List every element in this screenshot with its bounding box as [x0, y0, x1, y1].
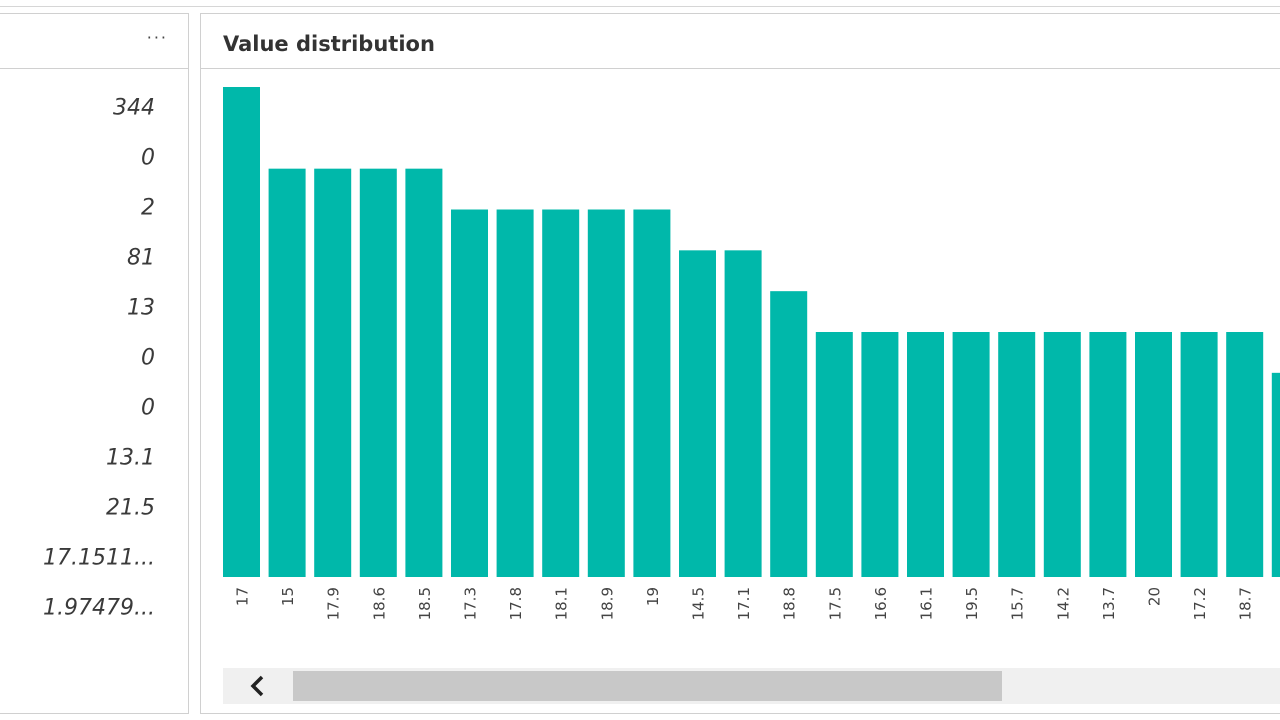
value-distribution-chart: 17 15 17.9 18.6 18.5 17.3 17.8 18.1 18.9 19 14.5 17… [223, 87, 1280, 620]
bar-17.5[interactable] [815, 332, 853, 577]
x-tick-label: 15.7 [1009, 587, 1027, 620]
stat-std-deviation: 1.97479... [43, 595, 155, 621]
x-tick-label: 16.1 [918, 587, 936, 620]
value-distribution-title: Value distribution [223, 32, 435, 56]
x-tick-label: 16.6 [872, 587, 890, 620]
x-tick-label: 18.1 [553, 587, 571, 620]
x-tick-label: 17.9 [325, 587, 343, 620]
chevron-left-icon [250, 675, 264, 697]
stat-average: 17.1511... [43, 545, 155, 571]
x-tick-label: 17.5 [826, 587, 844, 620]
bar-18.7[interactable] [1226, 332, 1264, 577]
bar-18.6[interactable] [359, 168, 397, 577]
x-tick-label: 17 [234, 587, 252, 606]
x-tick-label: 14.2 [1054, 587, 1072, 620]
x-tick-label: 20 [1146, 587, 1164, 606]
x-tick-label: 18.6 [370, 587, 388, 620]
bar-partial[interactable] [1271, 372, 1280, 577]
bar-18.5[interactable] [405, 168, 443, 577]
x-tick-label: 17.2 [1191, 587, 1209, 620]
bar-19[interactable] [633, 209, 671, 578]
bar-14.2[interactable] [1043, 332, 1081, 577]
bar-20[interactable] [1135, 332, 1172, 577]
top-divider [0, 6, 1280, 7]
bar-18.9[interactable] [587, 209, 625, 578]
x-tick-label: 18.8 [781, 587, 799, 620]
x-tick-label: 19 [644, 587, 662, 606]
stat-empty: 2 [141, 195, 155, 221]
x-tick-label: 18.5 [416, 587, 434, 620]
stat-count: 344 [113, 95, 155, 121]
column-statistics-header: ··· [0, 14, 188, 69]
bar-17[interactable] [223, 87, 260, 577]
bar-17.2[interactable] [1180, 332, 1218, 577]
stat-nan: 0 [141, 345, 155, 371]
bar-18.1[interactable] [542, 209, 580, 578]
stat-zero: 0 [141, 395, 155, 421]
bar-13.7[interactable] [1089, 332, 1127, 577]
horizontal-scrollbar[interactable] [223, 668, 1280, 704]
bar-17.8[interactable] [496, 209, 534, 578]
x-tick-label: 14.5 [690, 587, 708, 620]
bar-16.6[interactable] [861, 332, 899, 577]
x-tick-label: 15 [279, 587, 297, 606]
x-tick-label: 17.1 [735, 587, 753, 620]
bar-17.1[interactable] [724, 250, 762, 578]
bar-17.9[interactable] [314, 168, 352, 577]
x-tick-label: 18.9 [598, 587, 616, 620]
column-statistics-pane: ··· 344 0 2 81 13 0 0 13.1 21.5 17.1511.… [0, 13, 189, 714]
x-tick-label: 19.5 [963, 587, 981, 620]
stat-unique: 13 [127, 295, 155, 321]
more-options-icon[interactable]: ··· [146, 28, 168, 47]
x-tick-label: 13.7 [1100, 587, 1118, 620]
bar-14.5[interactable] [679, 250, 716, 578]
bar-16.1[interactable] [907, 332, 944, 577]
scrollbar-thumb[interactable] [293, 671, 1002, 701]
stat-error: 0 [141, 145, 155, 171]
bar-15.7[interactable] [998, 332, 1036, 577]
x-tick-label: 18.7 [1237, 587, 1255, 620]
value-distribution-pane: Value distribution 17 15 17.9 18.6 18.5 17.3 1… [200, 13, 1280, 714]
x-tick-label: 17.8 [507, 587, 525, 620]
stat-max: 21.5 [106, 495, 155, 521]
bar-19.5[interactable] [952, 332, 990, 577]
stat-distinct: 81 [127, 245, 155, 271]
stat-min: 13.1 [106, 445, 155, 471]
bar-18.8[interactable] [770, 291, 808, 577]
x-tick-label: 17.3 [462, 587, 480, 620]
bar-17.3[interactable] [451, 209, 488, 578]
scroll-left-button[interactable] [223, 668, 293, 704]
bar-15[interactable] [268, 168, 306, 577]
value-distribution-header: Value distribution [201, 14, 1280, 69]
